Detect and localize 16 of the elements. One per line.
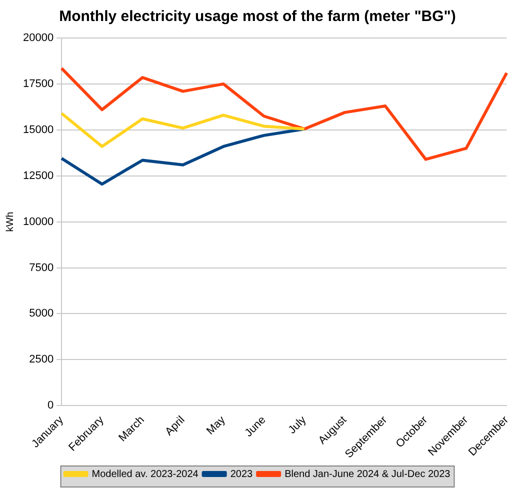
x-tick-label: July xyxy=(286,414,309,436)
chart-title: Monthly electricity usage most of the farm (meter "BG") xyxy=(59,8,456,26)
legend-label: Blend Jan-June 2024 & Jul-Dec 2023 xyxy=(284,468,451,480)
x-tick-label: May xyxy=(204,414,228,438)
y-axis-title: kWh xyxy=(4,212,16,232)
y-tick-label: 7500 xyxy=(29,262,54,274)
y-tick-label: 10000 xyxy=(22,216,54,228)
legend-label: 2023 xyxy=(230,468,254,480)
y-tick-label: 5000 xyxy=(29,308,54,320)
y-tick-label: 2500 xyxy=(29,354,54,366)
y-tick-label: 20000 xyxy=(22,32,54,44)
y-tick-label: 12500 xyxy=(22,170,54,182)
y-tick-label: 17500 xyxy=(22,78,54,90)
y-tick-label: 0 xyxy=(47,400,54,412)
y-tick-label: 15000 xyxy=(22,124,54,136)
legend-label: Modelled av. 2023-2024 xyxy=(92,468,199,480)
